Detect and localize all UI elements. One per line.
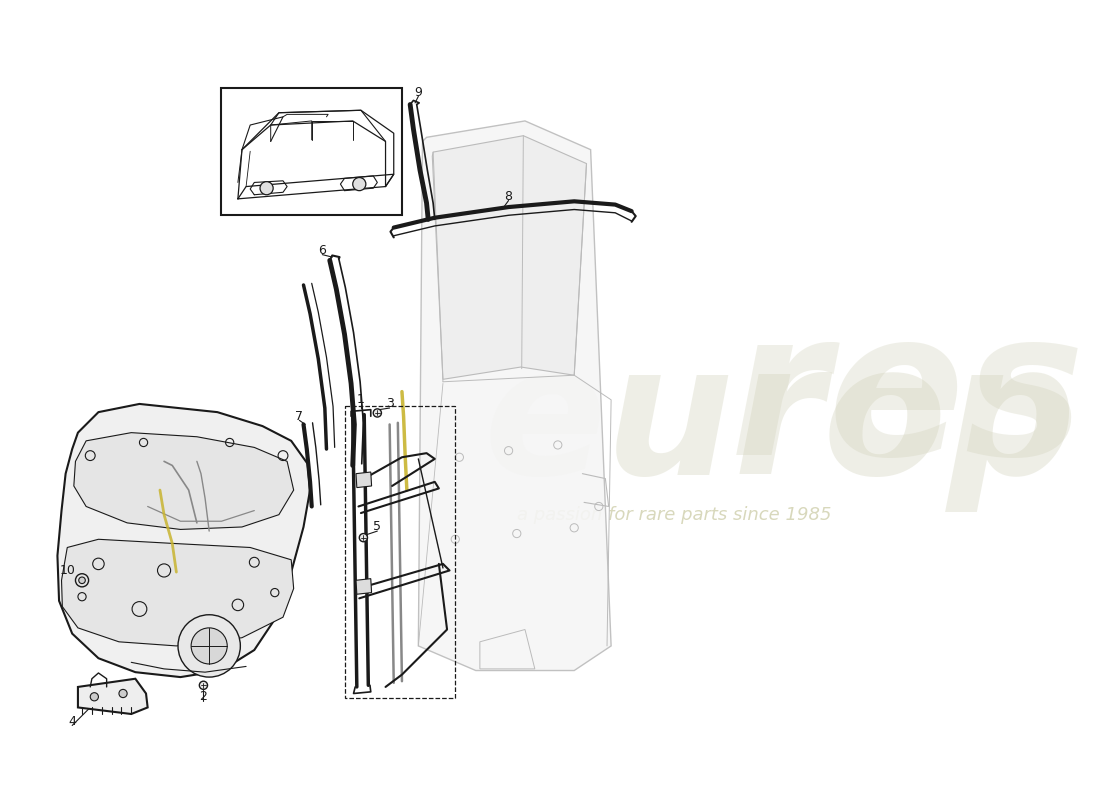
Text: 3: 3	[386, 398, 394, 410]
Polygon shape	[74, 433, 294, 530]
Bar	[221, 88, 402, 215]
Text: 5: 5	[373, 521, 382, 534]
Text: 8: 8	[505, 190, 513, 203]
Text: a passion for rare parts since 1985: a passion for rare parts since 1985	[517, 506, 832, 524]
Text: res: res	[730, 302, 1086, 498]
Circle shape	[199, 681, 208, 690]
Polygon shape	[432, 136, 586, 379]
Circle shape	[79, 577, 86, 583]
Polygon shape	[356, 472, 372, 488]
Polygon shape	[57, 404, 310, 677]
Text: 9: 9	[415, 86, 422, 98]
Polygon shape	[356, 578, 372, 594]
Circle shape	[178, 614, 240, 677]
Circle shape	[119, 690, 128, 698]
Polygon shape	[418, 121, 612, 670]
Bar	[344, 406, 455, 698]
Circle shape	[360, 534, 367, 542]
Text: 10: 10	[59, 564, 75, 577]
Polygon shape	[62, 539, 294, 646]
Text: 4: 4	[68, 715, 76, 728]
Text: 1: 1	[358, 394, 365, 406]
Circle shape	[191, 628, 228, 664]
Circle shape	[260, 182, 273, 194]
Circle shape	[373, 409, 382, 417]
Circle shape	[353, 178, 366, 190]
Circle shape	[90, 693, 98, 701]
Text: 2: 2	[199, 690, 208, 703]
Text: 6: 6	[318, 244, 327, 257]
Text: europ: europ	[484, 337, 1077, 513]
Polygon shape	[78, 678, 147, 714]
Text: 7: 7	[296, 410, 304, 422]
